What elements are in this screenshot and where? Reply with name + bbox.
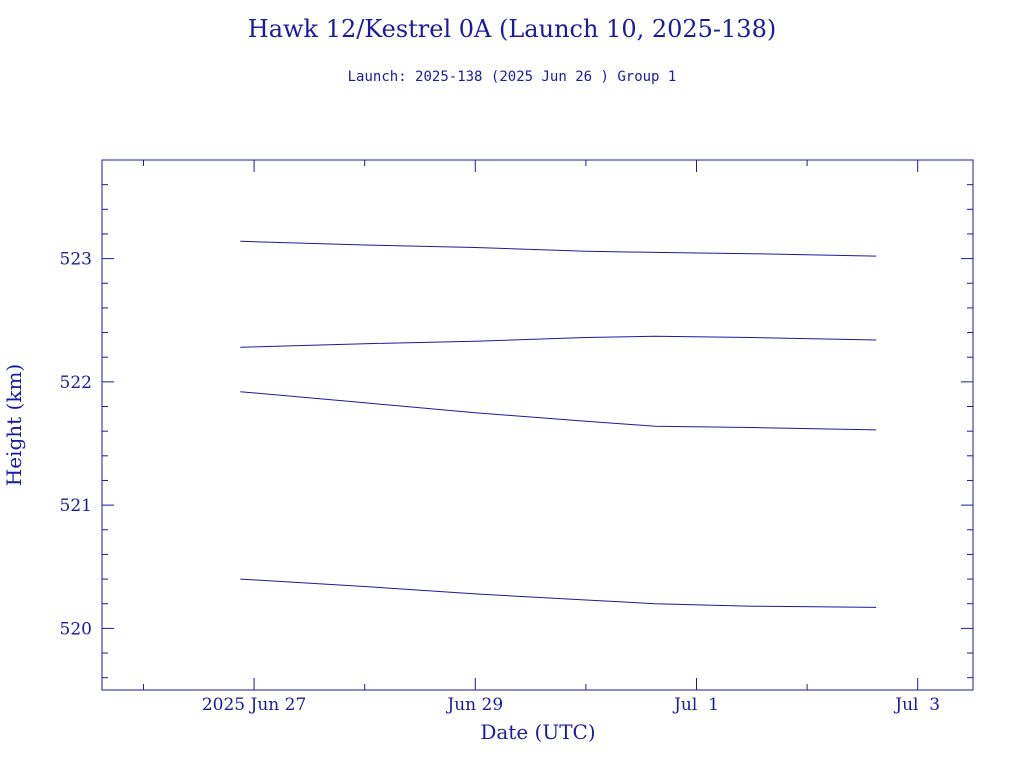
axis-ticks — [102, 159, 973, 690]
plot-frame — [101, 159, 974, 691]
y-tick-labels: 520 521 522 523 — [60, 250, 92, 640]
series-lines — [240, 240, 877, 608]
series-line-4 — [240, 578, 877, 608]
y-tick-label: 522 — [60, 373, 92, 393]
series-line-2 — [240, 335, 877, 348]
y-tick-label: 520 — [60, 619, 92, 639]
y-tick-label: 523 — [60, 250, 92, 270]
x-tick-labels: 2025 Jun 27 Jun 29 Jul 1 Jul 3 — [202, 695, 940, 715]
chart-subtitle: Launch: 2025-138 (2025 Jun 26 ) Group 1 — [348, 69, 677, 85]
x-tick-label: 2025 Jun 27 — [202, 695, 306, 715]
series-line-1 — [240, 240, 877, 257]
x-tick-label: Jun 29 — [445, 695, 503, 715]
series-line-3 — [240, 391, 877, 431]
chart-title: Hawk 12/Kestrel 0A (Launch 10, 2025-138) — [248, 15, 776, 43]
x-tick-label: Jul 1 — [672, 695, 719, 715]
y-axis-label: Height (km) — [2, 364, 26, 486]
x-tick-label: Jul 3 — [893, 695, 940, 715]
x-axis-label: Date (UTC) — [480, 720, 595, 744]
y-tick-label: 521 — [60, 496, 92, 516]
